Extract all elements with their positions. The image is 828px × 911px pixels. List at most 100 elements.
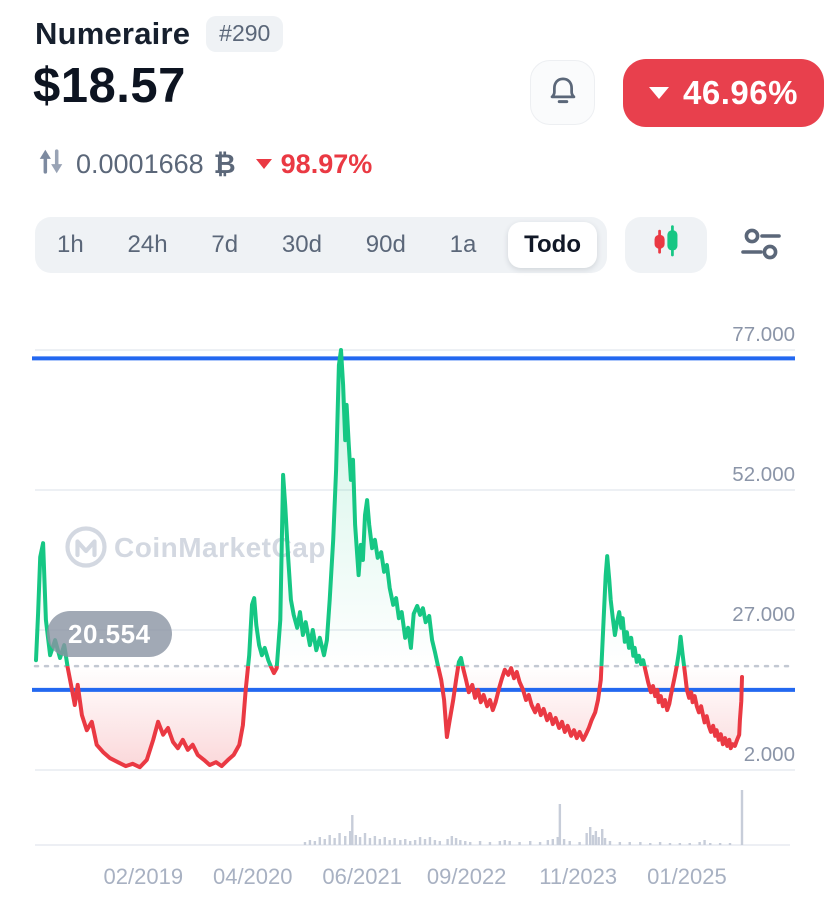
- volume-bar: [558, 804, 562, 845]
- volume-bar: [591, 835, 595, 845]
- tab-90d[interactable]: 90d: [354, 225, 418, 265]
- tab-24h[interactable]: 24h: [116, 225, 180, 265]
- volume-bar: [658, 842, 662, 845]
- volume-bar: [740, 790, 744, 845]
- x-axis-label: 09/2022: [427, 864, 507, 889]
- price-alert-button[interactable]: [530, 60, 595, 125]
- volume-bar: [538, 842, 542, 845]
- volume-bar: [354, 835, 358, 845]
- btc-symbol: ₿: [213, 148, 236, 180]
- btc-conversion-row: 0.0001668 ₿ 98.97%: [35, 146, 372, 182]
- volume-bar: [601, 829, 604, 845]
- bell-icon: [543, 71, 583, 114]
- volume-bar: [348, 831, 352, 845]
- btc-change-value: 98.97%: [280, 148, 373, 179]
- volume-bar: [363, 833, 367, 845]
- price-change-badge[interactable]: 46.96%: [623, 59, 824, 127]
- volume-bar: [313, 841, 317, 845]
- volume-bar: [418, 837, 422, 845]
- tab-todo[interactable]: Todo: [508, 222, 597, 268]
- volume-bar: [393, 838, 396, 845]
- volume-bar: [333, 838, 336, 845]
- volume-bar: [594, 831, 598, 845]
- up-down-arrows-icon: [35, 146, 66, 182]
- threshold-price-label: 20.554: [47, 611, 172, 657]
- volume-bar: [323, 839, 326, 845]
- volume-bar: [378, 839, 382, 845]
- header-title-row: Numeraire #290: [35, 16, 284, 52]
- volume-bar: [498, 841, 502, 845]
- volume-bar: [464, 841, 467, 845]
- volume-bar: [388, 840, 391, 845]
- volume-bar: [450, 836, 454, 845]
- y-axis-label: 52.000: [732, 463, 795, 486]
- svg-text:CoinMarketCap: CoinMarketCap: [114, 532, 326, 563]
- volume-bar: [603, 838, 607, 845]
- x-axis-label: 11/2023: [539, 864, 617, 889]
- volume-bar: [589, 827, 592, 845]
- volume-bar: [718, 843, 722, 845]
- price-line-green: [34, 348, 687, 667]
- coinmarketcap-watermark: CoinMarketCap: [65, 526, 326, 568]
- tab-1a[interactable]: 1a: [438, 225, 489, 265]
- volume-bar: [433, 840, 437, 845]
- volume-bar: [703, 840, 706, 845]
- volume-bar: [328, 835, 331, 845]
- volume-bar: [568, 841, 571, 845]
- candlestick-view-button[interactable]: [625, 217, 707, 273]
- volume-bar: [518, 842, 521, 845]
- volume-bar: [546, 840, 550, 845]
- volume-bar: [478, 841, 482, 845]
- volume-bar: [503, 840, 506, 845]
- time-range-tabs: 1h 24h 7d 30d 90d 1a Todo: [35, 217, 607, 273]
- volume-bar: [318, 837, 322, 845]
- volume-bar: [668, 843, 672, 845]
- volume-bar: [649, 843, 652, 845]
- volume-bar: [597, 837, 600, 845]
- volume-bar: [468, 842, 472, 845]
- chart-settings-button[interactable]: [733, 221, 789, 269]
- volume-bar: [628, 842, 631, 845]
- volume-bar: [618, 842, 622, 845]
- x-axis-label: 06/2021: [322, 864, 402, 889]
- volume-bar: [438, 841, 442, 845]
- volume-bar: [488, 842, 492, 845]
- y-axis-label: 2.000: [744, 743, 795, 766]
- volume-bar: [551, 839, 554, 845]
- volume-bar: [459, 840, 462, 845]
- volume-bar: [308, 840, 312, 845]
- btc-amount: 0.0001668: [76, 148, 204, 179]
- volume-bar: [368, 838, 372, 845]
- sliders-icon: [735, 222, 787, 269]
- volume-bar: [373, 836, 377, 845]
- volume-bar: [399, 840, 402, 845]
- volume-bar: [562, 839, 566, 845]
- candlestick-icon: [644, 222, 688, 269]
- volume-bar: [338, 833, 341, 845]
- down-triangle-icon: [255, 159, 272, 169]
- volume-bar: [446, 839, 449, 845]
- volume-bar: [508, 841, 511, 845]
- down-triangle-icon: [649, 87, 669, 99]
- volume-bar: [585, 833, 588, 845]
- x-axis-label: 04/2020: [213, 864, 293, 889]
- volume-bar: [383, 837, 386, 845]
- btc-change: 98.97%: [255, 148, 373, 180]
- tab-30d[interactable]: 30d: [270, 225, 334, 265]
- tab-1h[interactable]: 1h: [45, 225, 96, 265]
- y-axis-label: 77.000: [732, 323, 795, 346]
- coin-price: $18.57: [33, 59, 186, 113]
- price-line-red: [65, 666, 744, 770]
- coin-name: Numeraire: [35, 16, 191, 51]
- price-change-value: 46.96%: [683, 74, 798, 111]
- tab-7d[interactable]: 7d: [199, 225, 250, 265]
- area-fill-below: [36, 666, 742, 768]
- volume-bar: [344, 836, 347, 845]
- volume-bar: [423, 839, 427, 845]
- volume-bar: [556, 837, 559, 845]
- volume-bar: [678, 843, 682, 845]
- volume-bar: [351, 815, 354, 845]
